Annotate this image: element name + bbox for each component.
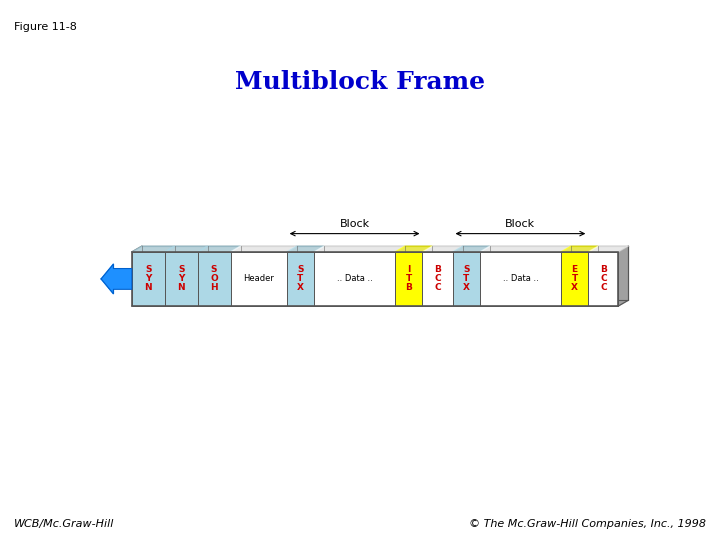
Polygon shape	[198, 246, 240, 252]
Polygon shape	[165, 246, 207, 252]
Text: Block: Block	[505, 219, 536, 228]
Polygon shape	[395, 246, 433, 252]
Polygon shape	[561, 246, 598, 252]
Bar	[132, 252, 618, 306]
Bar	[588, 252, 618, 306]
Text: Multiblock Frame: Multiblock Frame	[235, 70, 485, 94]
Polygon shape	[230, 246, 297, 252]
Bar	[198, 252, 230, 306]
Text: .. Data ..: .. Data ..	[503, 274, 539, 284]
Text: S
T
X: S T X	[463, 266, 469, 293]
Bar	[287, 252, 314, 306]
Text: B
C
C: B C C	[434, 266, 441, 293]
Polygon shape	[132, 246, 629, 252]
Bar	[395, 252, 423, 306]
Text: Figure 11-8: Figure 11-8	[14, 22, 77, 32]
Text: Header: Header	[243, 274, 274, 284]
Bar	[132, 252, 165, 306]
Polygon shape	[287, 246, 324, 252]
Bar	[314, 252, 395, 306]
Polygon shape	[101, 264, 114, 294]
Bar	[423, 252, 453, 306]
Text: B
C
C: B C C	[600, 266, 607, 293]
Bar	[108, 268, 132, 289]
Bar	[561, 252, 588, 306]
Text: E
T
X: E T X	[571, 266, 578, 293]
Text: .. Data ..: .. Data ..	[337, 274, 372, 284]
Text: S
Y
N: S Y N	[177, 266, 185, 293]
Polygon shape	[132, 246, 175, 252]
Bar	[480, 252, 561, 306]
Text: S
T
X: S T X	[297, 266, 304, 293]
Text: S
O
H: S O H	[210, 266, 218, 293]
Polygon shape	[453, 246, 490, 252]
Bar	[453, 252, 480, 306]
Text: © The Mc.Graw-Hill Companies, Inc., 1998: © The Mc.Graw-Hill Companies, Inc., 1998	[469, 519, 706, 529]
Text: I
T
B: I T B	[405, 266, 412, 293]
Polygon shape	[618, 246, 629, 306]
Bar	[230, 252, 287, 306]
Text: S
Y
N: S Y N	[145, 266, 152, 293]
Polygon shape	[423, 246, 463, 252]
Text: Block: Block	[340, 219, 369, 228]
Polygon shape	[314, 246, 405, 252]
Text: WCB/Mc.Graw-Hill: WCB/Mc.Graw-Hill	[14, 519, 114, 529]
Bar	[165, 252, 198, 306]
Polygon shape	[480, 246, 571, 252]
Polygon shape	[588, 246, 629, 252]
